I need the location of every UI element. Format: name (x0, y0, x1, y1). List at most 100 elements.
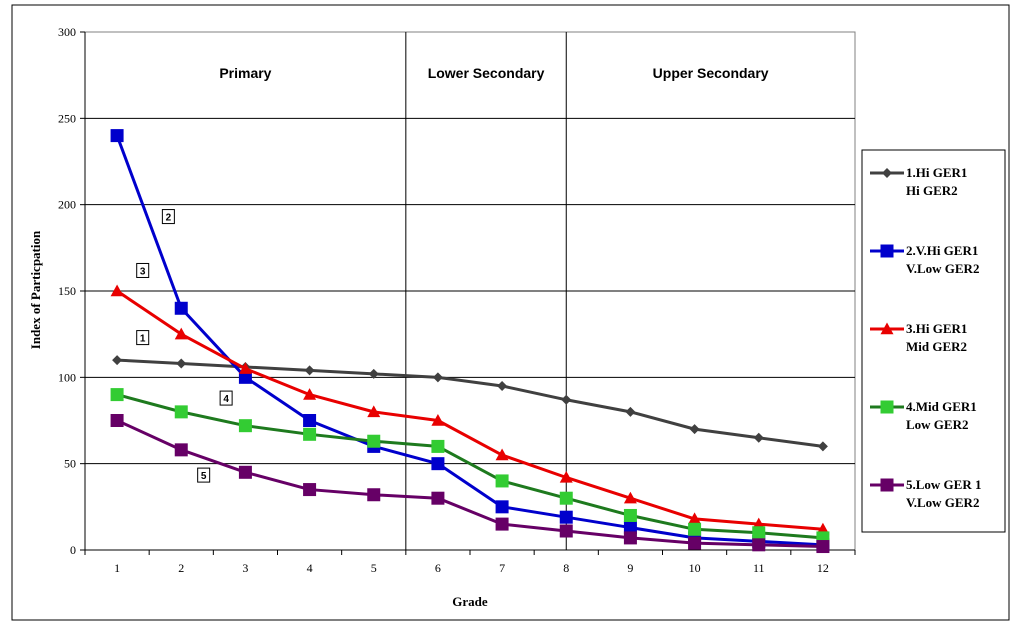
x-tick-label: 9 (627, 561, 633, 575)
legend-label: V.Low GER2 (906, 261, 979, 276)
region-label: Primary (219, 65, 271, 81)
data-point (752, 538, 766, 552)
x-tick-label: 6 (435, 561, 441, 575)
grade-regions: Primary Lower Secondary Upper Secondary (219, 32, 769, 550)
data-point (753, 432, 764, 443)
data-point (559, 470, 573, 483)
legend-label: 2.V.Hi GER1 (906, 243, 978, 258)
x-tick-label: 3 (242, 561, 248, 575)
data-point (431, 491, 445, 505)
x-tick-label: 2 (178, 561, 184, 575)
legend-label: Hi GER2 (906, 183, 958, 198)
data-point (432, 372, 443, 383)
data-point (238, 362, 252, 374)
legend-label: Mid GER2 (906, 339, 967, 354)
x-tick-label: 10 (689, 561, 701, 575)
y-axis-label: Index of Particpation (28, 230, 43, 349)
data-point (495, 500, 509, 514)
series-tag-label: 5 (201, 471, 207, 482)
data-point (559, 524, 573, 538)
legend-swatch-marker (880, 478, 894, 492)
gridlines (85, 117, 855, 465)
data-point (625, 406, 636, 417)
y-tick-label: 200 (58, 198, 76, 212)
x-tick-label: 5 (371, 561, 377, 575)
data-point (174, 301, 188, 315)
data-point (174, 327, 188, 340)
legend-entry: 5.Low GER 1 V.Low GER2 (870, 477, 981, 510)
legend-entry: 4.Mid GER1 Low GER2 (870, 399, 977, 432)
data-point (431, 414, 445, 426)
legend-swatch-marker (880, 400, 894, 414)
series-tag: 4 (219, 390, 233, 406)
series-line (116, 419, 823, 549)
data-point (688, 512, 702, 525)
x-tick-label: 12 (817, 561, 829, 575)
data-point (623, 531, 637, 545)
data-point (303, 427, 317, 441)
data-point (688, 536, 702, 550)
data-point (238, 419, 252, 433)
data-point (112, 355, 123, 366)
data-point (495, 448, 509, 461)
data-point (559, 510, 573, 524)
series-line (115, 135, 823, 547)
legend-swatch-marker (880, 244, 894, 258)
data-point (174, 405, 188, 419)
data-point (367, 434, 381, 448)
data-point (110, 414, 124, 427)
legend-swatch-marker (880, 322, 894, 335)
legend-label: Low GER2 (906, 417, 968, 432)
data-point (623, 521, 637, 535)
data-point (689, 424, 700, 435)
series-tag: 3 (136, 262, 150, 278)
series-4 (110, 388, 830, 545)
data-point (623, 508, 637, 522)
series-line (116, 393, 824, 540)
series-tag: 1 (136, 330, 150, 346)
data-point (110, 129, 124, 143)
y-tick-label: 250 (58, 111, 76, 125)
region-label: Lower Secondary (428, 65, 545, 81)
series-line (116, 289, 824, 531)
series-tags: 1 2 3 4 5 (136, 209, 233, 483)
x-tick-label: 7 (499, 561, 505, 575)
data-point (367, 405, 381, 418)
legend-label: 1.Hi GER1 (906, 165, 967, 180)
series-tag-label: 4 (223, 394, 229, 405)
y-tick-label: 300 (58, 25, 76, 39)
series-tag: 5 (197, 467, 211, 483)
series-tag-label: 1 (140, 334, 146, 345)
series-tag-box (219, 390, 233, 406)
data-point (304, 365, 315, 376)
data-point (752, 526, 766, 540)
series-tag-box (136, 330, 150, 346)
legend-entry: 2.V.Hi GER1 V.Low GER2 (870, 243, 979, 276)
region-label: Upper Secondary (653, 65, 769, 81)
series-tag-label: 2 (166, 213, 172, 224)
data-point (110, 284, 124, 297)
y-tick-label: 150 (58, 284, 76, 298)
data-point (431, 439, 445, 453)
legend-entry: 1.Hi GER1 Hi GER2 (870, 165, 967, 198)
legend: 1.Hi GER1 Hi GER2 2.V.Hi GER1 V.Low GER2 3.H… (861, 149, 1006, 533)
y-tick-label: 50 (64, 457, 76, 471)
data-point (174, 443, 188, 457)
data-point (688, 522, 702, 536)
series-tag-box (197, 467, 211, 483)
data-point (495, 517, 509, 531)
series-3 (110, 284, 830, 535)
data-point (817, 441, 828, 452)
x-axis-label: Grade (452, 594, 488, 609)
x-tick-label: 1 (114, 561, 120, 575)
series-tag: 2 (161, 209, 175, 225)
legend-entry: 3.Hi GER1 Mid GER2 (870, 321, 967, 354)
y-tick-label: 0 (70, 543, 76, 557)
data-point (431, 457, 445, 471)
legend-swatch-marker (882, 168, 892, 178)
data-point (238, 370, 252, 384)
series-5 (110, 414, 830, 554)
legend-label: V.Low GER2 (906, 495, 979, 510)
data-point (303, 483, 317, 497)
